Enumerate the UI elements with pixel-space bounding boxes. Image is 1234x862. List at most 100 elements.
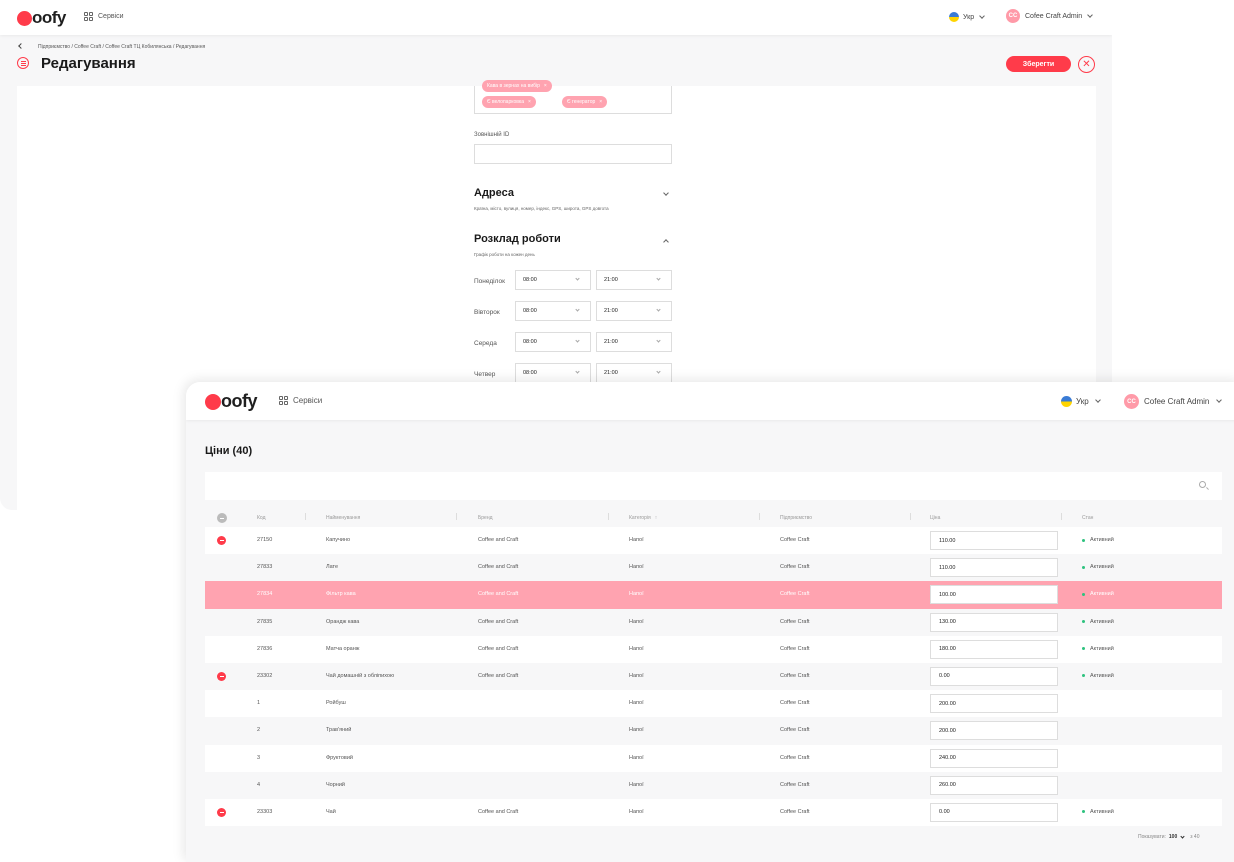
price-input[interactable]: 130.00 (930, 612, 1058, 632)
open-time-select[interactable]: 08:00 (515, 363, 591, 383)
logo[interactable]: oofy (205, 391, 258, 412)
top-bar: oofy Сервіси Укр CC Cofee Craft Admin (0, 0, 1112, 35)
close-time-select[interactable]: 21:00 (596, 332, 672, 352)
search-icon[interactable] (1199, 481, 1206, 488)
open-time-select[interactable]: 08:00 (515, 270, 591, 290)
price-input[interactable]: 100.00 (930, 585, 1058, 605)
remove-row-icon[interactable] (217, 807, 226, 817)
price-input[interactable]: 110.00 (930, 531, 1058, 550)
table-row[interactable]: 1 Ройбуш Напої Coffee Craft 200.00 (205, 690, 1222, 718)
price-input[interactable]: 200.00 (930, 694, 1058, 714)
external-id-label: Зовнішній ID (474, 132, 510, 138)
column-divider[interactable] (759, 513, 760, 520)
status-dot-icon (1082, 810, 1085, 814)
close-time-select[interactable]: 21:00 (596, 363, 672, 383)
status-label: Активний (1090, 645, 1114, 652)
column-divider[interactable] (305, 513, 306, 520)
user-menu[interactable]: CC Cofee Craft Admin (1006, 9, 1094, 23)
cell-company: Coffee Craft (780, 591, 810, 598)
save-button[interactable]: Зберегти (1006, 56, 1071, 72)
tag-label: Є генератор (567, 99, 596, 105)
external-id-field[interactable] (474, 144, 672, 164)
status-label: Активний (1090, 564, 1114, 571)
address-section-title[interactable]: Адреса (474, 187, 514, 199)
page-title: Ціни (40) (205, 445, 253, 457)
logo[interactable]: oofy (17, 8, 66, 28)
table-row[interactable]: 27835 Орандж кава Coffee and Craft Напої Cof… (205, 608, 1222, 636)
status-dot-icon (1082, 647, 1085, 651)
column-divider[interactable] (456, 513, 457, 520)
cell-category: Напої (629, 564, 644, 571)
table-row[interactable]: 27833 Лате Coffee and Craft Напої Coffee Cra… (205, 554, 1222, 582)
avatar: CC (1006, 9, 1020, 23)
language-selector[interactable]: Укр (1061, 396, 1101, 407)
table-row[interactable]: 23302 Чай домашній з обліпихою Coffee and … (205, 662, 1222, 691)
tag-remove-icon[interactable]: × (527, 99, 531, 105)
price-input[interactable]: 200.00 (930, 721, 1058, 741)
open-time-value: 08:00 (523, 277, 537, 283)
cell-brand: Coffee and Craft (478, 591, 519, 598)
page-size-selector[interactable]: Показувати: 100 з 40 (1138, 833, 1199, 840)
price-input[interactable]: 180.00 (930, 639, 1058, 659)
page-size-label: Показувати: (1138, 834, 1166, 840)
column-header-name[interactable]: Найменування (326, 515, 361, 521)
price-input[interactable]: 0.00 (930, 666, 1058, 686)
cell-company: Coffee Craft (780, 564, 810, 571)
column-divider[interactable] (608, 513, 609, 520)
chevron-down-icon (575, 307, 580, 312)
column-header-status[interactable]: Стан (1082, 515, 1094, 521)
close-time-select[interactable]: 21:00 (596, 270, 672, 290)
column-header-company[interactable]: Підприємство (780, 515, 813, 521)
day-label: Середа (474, 340, 497, 347)
column-header-brand[interactable]: Бренд (478, 515, 493, 521)
remove-row-icon[interactable] (217, 536, 226, 545)
chevron-up-icon[interactable] (663, 239, 669, 245)
chevron-down-icon[interactable] (663, 190, 669, 196)
table-row[interactable]: 27836 Матча оранж Coffee and Craft Напої Cof… (205, 635, 1222, 663)
remove-row-icon[interactable] (217, 671, 226, 681)
tag-remove-icon[interactable]: × (543, 83, 547, 89)
prices-table: Код Найменування Бренд Категорія ↑ Підпри… (205, 510, 1222, 827)
search-input[interactable] (205, 472, 1222, 500)
services-menu[interactable]: Сервіси (84, 12, 124, 21)
column-divider[interactable] (910, 513, 911, 520)
price-input[interactable]: 260.00 (930, 775, 1058, 795)
close-time-select[interactable]: 21:00 (596, 301, 672, 321)
column-header-code[interactable]: Код (257, 515, 266, 521)
chevron-down-icon (656, 307, 661, 312)
price-input[interactable]: 110.00 (930, 558, 1058, 578)
cell-code: 23303 (257, 808, 273, 815)
table-row[interactable]: 3 Фруктовий Напої Coffee Craft 240.00 (205, 744, 1222, 772)
column-header-category[interactable]: Категорія ↑ (629, 515, 657, 521)
column-divider[interactable] (1061, 513, 1062, 520)
features-tag-field[interactable]: Кава в зернах на вибір × Є велопарковка × … (474, 80, 672, 114)
cell-code: 27833 (257, 564, 273, 571)
price-input[interactable]: 0.00 (930, 802, 1058, 822)
table-row[interactable]: 27834 Фільтр кава Coffee and Craft Напої Cof… (205, 581, 1222, 609)
cell-category: Напої (629, 591, 644, 598)
services-label: Сервіси (293, 396, 323, 405)
language-selector[interactable]: Укр (949, 12, 985, 22)
select-all-toggle[interactable] (217, 513, 227, 523)
table-row[interactable]: 4 Чорний Напої Coffee Craft 260.00 (205, 771, 1222, 799)
breadcrumb[interactable]: Підприємство / Coffee Craft / Coffee Cra… (38, 44, 206, 50)
schedule-section-title[interactable]: Розклад роботи (474, 233, 561, 245)
cell-category: Напої (629, 645, 644, 652)
table-row[interactable]: 27150 Капучино Coffee and Craft Напої Coffee… (205, 527, 1222, 555)
close-button[interactable]: ✕ (1078, 56, 1095, 73)
sort-ascending-icon[interactable]: ↑ (654, 515, 658, 521)
open-time-select[interactable]: 08:00 (515, 332, 591, 352)
column-header-price[interactable]: Ціна (930, 515, 941, 521)
services-menu[interactable]: Сервіси (279, 396, 322, 405)
table-row[interactable]: 23303 Чай Coffee and Craft Напої Coffee Craf… (205, 798, 1222, 827)
open-time-select[interactable]: 08:00 (515, 301, 591, 321)
cell-brand: Coffee and Craft (478, 618, 519, 625)
menu-icon[interactable] (17, 57, 29, 69)
table-row[interactable]: 2 Трав'яний Напої Coffee Craft 200.00 (205, 717, 1222, 745)
table-header: Код Найменування Бренд Категорія ↑ Підпри… (205, 510, 1222, 527)
back-arrow-icon[interactable] (18, 43, 24, 49)
feature-tag: Кава в зернах на вибір × (482, 80, 552, 92)
user-menu[interactable]: CC Cofee Craft Admin (1124, 394, 1223, 409)
tag-remove-icon[interactable]: × (599, 99, 603, 105)
price-input[interactable]: 240.00 (930, 748, 1058, 768)
